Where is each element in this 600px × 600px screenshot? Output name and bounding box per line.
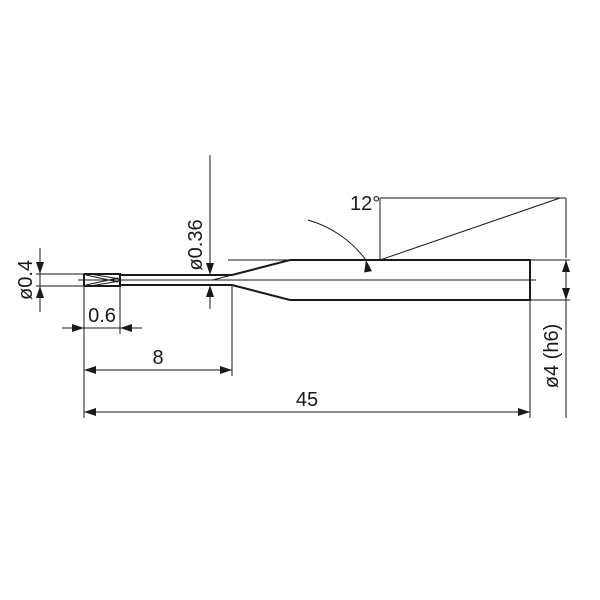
svg-text:ø4 (h6): ø4 (h6) [541, 324, 563, 388]
svg-text:0.6: 0.6 [88, 305, 116, 327]
svg-text:ø0.4: ø0.4 [15, 260, 37, 300]
svg-text:45: 45 [296, 389, 318, 411]
dimension-drawing: 0.6 8 45 ø0.4 ø0.36 12° ø4 (h6) [0, 0, 600, 600]
svg-text:ø0.36: ø0.36 [185, 219, 207, 270]
svg-text:12°: 12° [350, 193, 380, 215]
svg-text:8: 8 [152, 347, 163, 369]
